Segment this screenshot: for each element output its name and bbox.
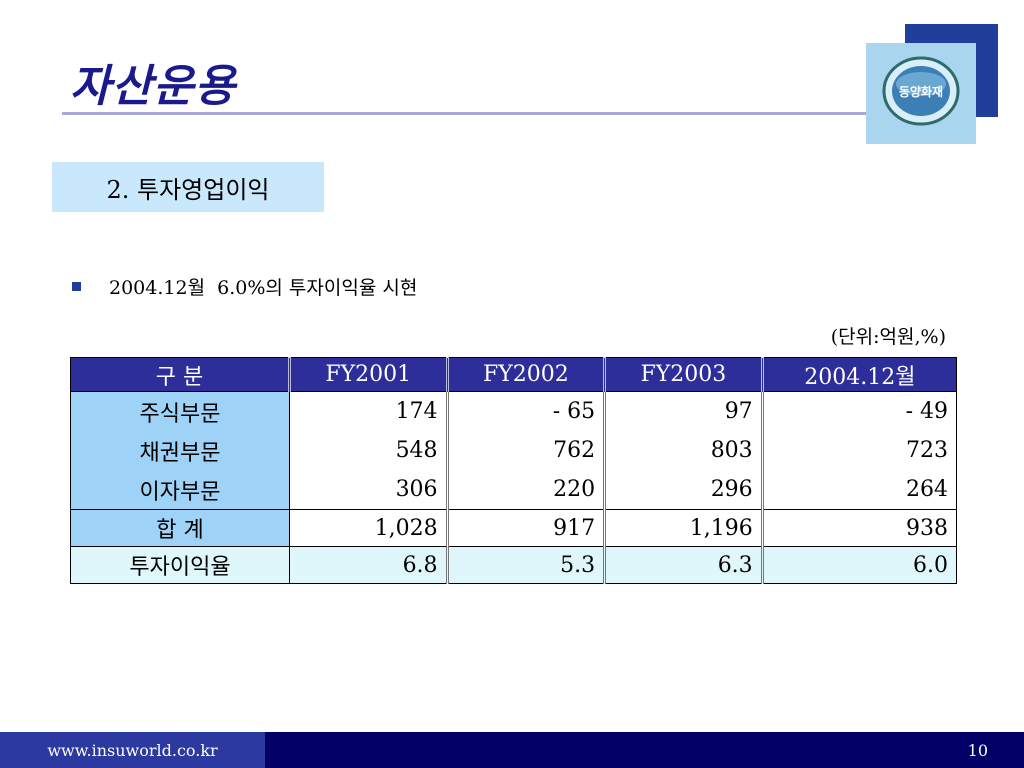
table-row-ratio: 투자이익율 6.8 5.3 6.3 6.0 [70, 546, 958, 584]
unit-note: (단위:억원,%) [830, 326, 946, 348]
table-cell: 917 [445, 509, 606, 547]
table-row-total: 합 계 1,028 917 1,196 938 [70, 509, 958, 547]
table-cell: 6.8 [289, 546, 448, 584]
header-fy2003: FY2003 [603, 357, 763, 392]
table-cell: 548 [289, 431, 448, 470]
row-label: 합 계 [70, 509, 290, 547]
page-number: 10 [967, 741, 988, 760]
header-2004-12: 2004.12월 [760, 357, 958, 392]
section-heading: 2. 투자영업이익 [52, 162, 324, 212]
header-category: 구 분 [70, 357, 290, 392]
table-cell: 174 [289, 391, 448, 431]
table-cell: 264 [760, 470, 958, 510]
table-cell: 723 [760, 431, 958, 470]
table-cell: 1,196 [603, 509, 763, 547]
square-bullet-icon [72, 282, 81, 291]
footer-url[interactable]: www.insuworld.co.kr [47, 740, 218, 760]
table-cell: 6.3 [603, 546, 763, 584]
table-cell: - 65 [445, 391, 606, 431]
table-row: 주식부문 174 - 65 97 - 49 [70, 391, 958, 431]
row-label: 주식부문 [70, 391, 290, 431]
header-fy2001: FY2001 [288, 357, 448, 392]
table-cell: 97 [603, 391, 763, 431]
table-cell: 938 [760, 509, 958, 547]
logo-text: 동양화재 [899, 84, 943, 99]
title-divider [62, 112, 942, 115]
table-cell: 5.3 [445, 546, 606, 584]
table-cell: - 49 [760, 391, 958, 431]
bullet-item: 2004.12월 6.0%의 투자이익율 시현 [72, 273, 417, 300]
row-label: 이자부문 [70, 470, 290, 510]
header-fy2002: FY2002 [445, 357, 606, 392]
table-cell: 296 [603, 470, 763, 510]
bullet-text: 2004.12월 6.0%의 투자이익율 시현 [109, 277, 418, 299]
table-cell: 220 [445, 470, 606, 510]
table-cell: 803 [603, 431, 763, 470]
row-label: 채권부문 [70, 431, 290, 470]
table-cell: 762 [445, 431, 606, 470]
table-cell: 306 [289, 470, 448, 510]
section-heading-text: 2. 투자영업이익 [106, 175, 270, 204]
table-row: 채권부문 548 762 803 723 [70, 431, 958, 470]
table-header-row: 구 분 FY2001 FY2002 FY2003 2004.12월 [70, 357, 958, 392]
footer-url-box: www.insuworld.co.kr [0, 732, 265, 768]
row-label: 투자이익율 [70, 546, 290, 584]
footer-bar: www.insuworld.co.kr 10 [0, 732, 1024, 768]
investment-income-table: 구 분 FY2001 FY2002 FY2003 2004.12월 주식부문 1… [70, 357, 958, 584]
company-logo-icon: 동양화재 [882, 56, 960, 126]
table-cell: 6.0 [760, 546, 958, 584]
table-cell: 1,028 [289, 509, 448, 547]
table-row: 이자부문 306 220 296 264 [70, 470, 958, 510]
slide-title: 자산운용 [70, 61, 236, 112]
